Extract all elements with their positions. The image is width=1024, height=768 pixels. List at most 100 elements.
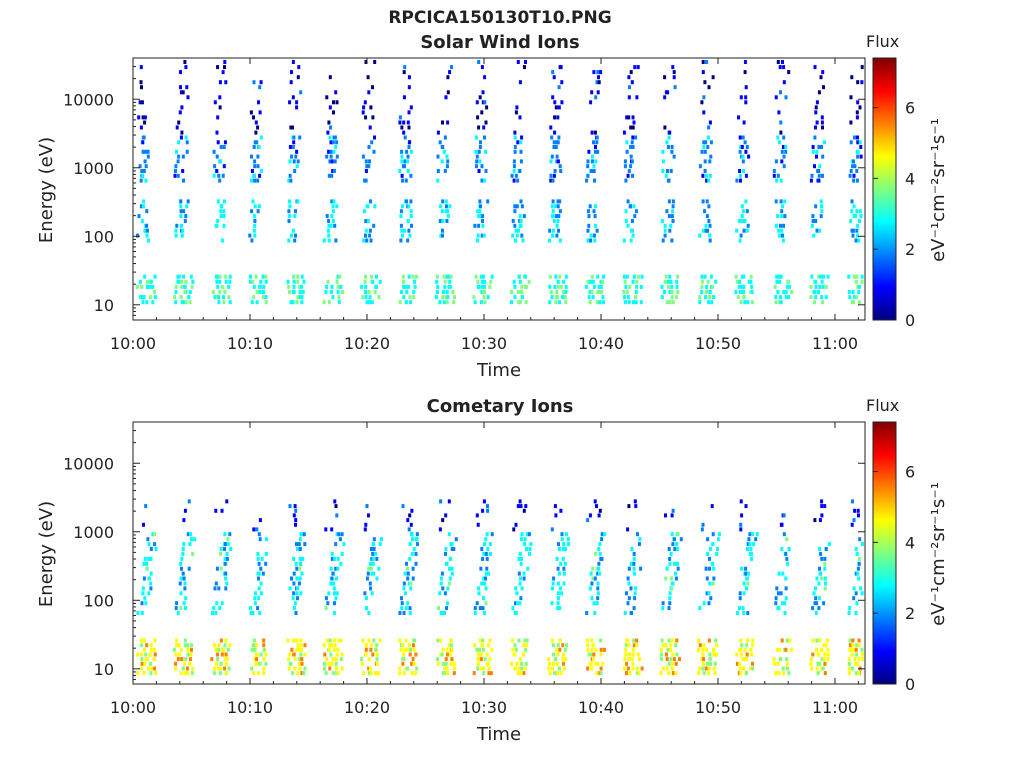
spectrogram-cell [333,223,337,228]
spectrogram-cell [479,204,482,209]
spectrogram-cell [780,638,784,643]
spectrogram-cell [487,571,490,576]
spectrogram-cell [592,209,596,214]
spectrogram-cell [296,596,299,601]
spectrogram-cell [556,596,560,601]
spectrogram-cell [586,518,590,523]
spectrogram-cell [711,581,715,586]
spectrogram-cell [586,279,590,284]
spectrogram-cell [564,274,568,279]
spectrogram-cell [588,279,592,284]
spectrogram-cell [776,60,780,64]
spectrogram-cell [445,647,449,652]
spectrogram-cell [333,135,337,140]
spectrogram-cell [414,551,418,556]
spectrogram-cell [561,290,565,294]
y-tick-label: 10000 [63,90,114,109]
spectrogram-cell [750,300,754,305]
spectrogram-cell [295,638,299,643]
spectrogram-cell [213,295,217,300]
spectrogram-cell [562,666,566,671]
spectrogram-cell [522,214,526,219]
spectrogram-cell [782,513,786,518]
spectrogram-cell [336,671,340,676]
spectrogram-cell [219,159,223,164]
spectrogram-cell [476,657,480,662]
spectrogram-cell [179,561,183,566]
spectrogram-cell [858,209,862,214]
spectrogram-cell [225,499,229,504]
spectrogram-cell [210,657,214,662]
spectrogram-cell [333,638,337,643]
spectrogram-cell [821,300,825,305]
spectrogram-cell [219,551,223,556]
spectrogram-cell [364,60,368,64]
spectrogram-cell [154,547,158,551]
spectrogram-cell [708,173,712,178]
spectrogram-cell [328,159,332,164]
spectrogram-cell [286,638,290,643]
spectrogram-cell [410,532,414,537]
spectrogram-cell [187,499,191,504]
spectrogram-cell [707,671,711,676]
spectrogram-cell [153,652,157,657]
spectrogram-cell [214,508,218,513]
spectrogram-cell [597,561,601,566]
spectrogram-cell [489,551,492,556]
spectrogram-cell [327,173,331,178]
spectrogram-cell [371,561,375,566]
spectrogram-cell [287,238,291,243]
spectrogram-cell [224,638,228,643]
spectrogram-cell [554,105,558,110]
spectrogram-cell [555,556,559,561]
spectrogram-cell [255,657,259,662]
spectrogram-cell [218,606,222,611]
spectrogram-cell [667,671,671,676]
spectrogram-cell [556,204,560,209]
spectrogram-cell [415,537,419,542]
spectrogram-cell [227,284,231,289]
spectrogram-cell [742,284,746,289]
spectrogram-cell [331,169,335,173]
spectrogram-cell [819,214,823,219]
spectrogram-cell [406,518,410,523]
spectrogram-cell [221,647,225,652]
spectrogram-cell [520,586,524,591]
spectrogram-cell [302,671,306,676]
spectrogram-cell [817,178,821,183]
spectrogram-cell [529,542,533,547]
spectrogram-cell [634,586,638,591]
spectrogram-cell [814,596,818,601]
spectrogram-cell [847,671,851,676]
panel-cometary: Cometary Ions 10:00 10:10 10:20 10:30 10:40 1… [36,396,866,745]
spectrogram-cell [326,279,330,284]
spectrogram-cell [632,561,636,566]
spectrogram-cell [367,666,371,671]
spectrogram-cell [141,204,145,209]
spectrogram-cell [563,561,567,566]
spectrogram-cell [631,666,635,671]
spectrogram-cell [435,657,439,662]
spectrogram-cell [739,522,743,527]
spectrogram-cell [709,154,713,159]
spectrogram-cell [480,110,484,115]
spectrogram-cell [296,671,300,676]
spectrogram-cell [292,274,296,279]
spectrogram-cell [661,149,665,154]
spectrogram-cell [224,586,228,591]
spectrogram-cell [589,571,593,576]
spectrogram-cell [220,284,224,289]
spectrogram-cell [627,115,631,120]
spectrogram-cell [593,611,597,615]
spectrogram-cell [342,542,346,547]
spectrogram-cell [288,652,292,657]
spectrogram-cell [481,214,485,219]
spectrogram-cell [253,647,257,652]
spectrogram-cell [248,606,252,611]
spectrogram-cell [184,65,188,70]
spectrogram-cell [256,178,260,183]
spectrogram-cell [632,566,636,571]
spectrogram-cell [412,647,416,652]
spectrogram-cell [480,233,484,238]
spectrogram-cell [820,120,824,125]
